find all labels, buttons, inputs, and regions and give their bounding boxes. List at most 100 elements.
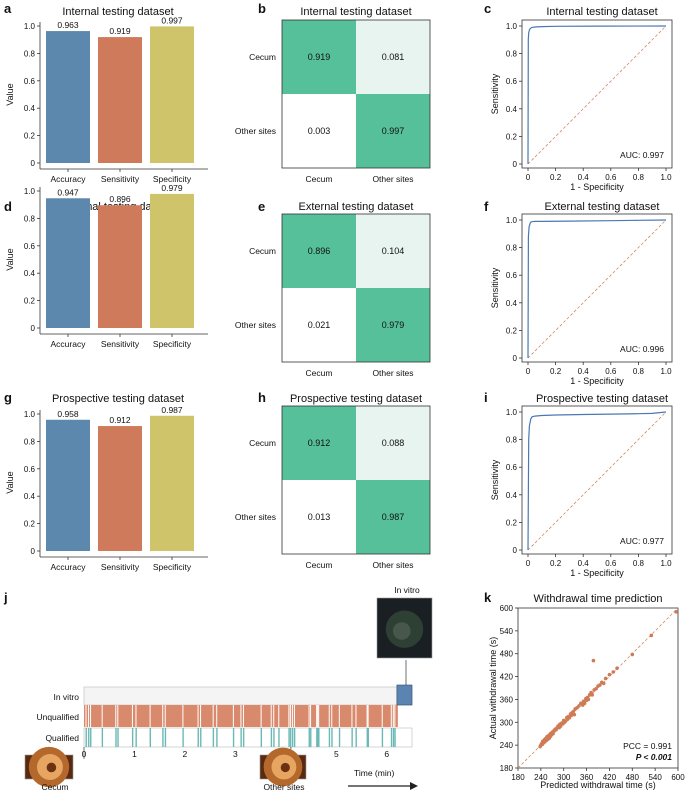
panel-label-b: b bbox=[258, 1, 266, 16]
x-tick-label: 0.8 bbox=[633, 367, 645, 376]
gap-mark bbox=[182, 705, 184, 727]
y-tick-label: 1.0 bbox=[506, 408, 518, 417]
matrix-cell bbox=[356, 214, 430, 288]
matrix-value: 0.013 bbox=[308, 512, 331, 522]
panel-label-k: k bbox=[484, 590, 492, 605]
matrix-cell bbox=[282, 406, 356, 480]
x-tick-label: 0.2 bbox=[550, 367, 562, 376]
x-tick-label: 480 bbox=[626, 773, 640, 782]
panel-label-g: g bbox=[4, 390, 12, 405]
thumbnail-label: Cecum bbox=[42, 782, 69, 792]
qualified-mark bbox=[260, 728, 263, 747]
cecum-image bbox=[24, 746, 74, 788]
gap-mark bbox=[240, 705, 242, 727]
x-tick-label: 0.6 bbox=[605, 559, 617, 568]
qualified-mark bbox=[394, 728, 396, 747]
qualified-mark bbox=[338, 728, 341, 747]
y-tick-label: 0.8 bbox=[506, 244, 518, 253]
gap-mark bbox=[117, 705, 119, 727]
y-axis-label: Value bbox=[5, 248, 15, 270]
qualified-mark bbox=[85, 728, 87, 747]
x-axis-label: Time (min) bbox=[354, 768, 394, 778]
scatter-point bbox=[582, 701, 587, 706]
gap-mark bbox=[355, 705, 357, 727]
y-tick-label: 0.8 bbox=[506, 50, 518, 59]
scatter-point bbox=[577, 704, 581, 708]
gap-mark bbox=[308, 705, 310, 727]
y-tick-label: 0.2 bbox=[24, 520, 36, 529]
col-label: Cecum bbox=[306, 174, 333, 184]
gap-mark bbox=[331, 705, 333, 727]
y-axis-label: Value bbox=[5, 83, 15, 105]
gap-mark bbox=[273, 705, 275, 727]
bar-value-label: 0.896 bbox=[109, 194, 131, 204]
y-axis-label: Sensitivity bbox=[490, 73, 500, 114]
matrix-value: 0.104 bbox=[382, 246, 405, 256]
x-tick-label: 6 bbox=[384, 749, 389, 759]
matrix-cell bbox=[282, 214, 356, 288]
row-label: In vitro bbox=[53, 692, 79, 702]
matrix-frame bbox=[281, 19, 431, 169]
y-tick-label: 1.0 bbox=[24, 22, 36, 31]
y-tick-label: 0 bbox=[31, 159, 36, 168]
matrix-value: 0.088 bbox=[382, 438, 405, 448]
x-axis-label: 1 - Specificity bbox=[570, 568, 624, 578]
x-tick-label: 540 bbox=[648, 773, 662, 782]
qualified-mark bbox=[355, 728, 357, 747]
gap-mark bbox=[85, 705, 87, 727]
x-tick-label: Sensitivity bbox=[101, 174, 140, 184]
scatter-point bbox=[611, 670, 616, 674]
gap-mark bbox=[381, 705, 383, 727]
x-tick-label: 0 bbox=[526, 173, 531, 182]
thumbnail-detail bbox=[280, 762, 290, 773]
y-tick-label: 0.8 bbox=[506, 436, 518, 445]
x-tick-label: 5 bbox=[334, 749, 339, 759]
x-axis-label: 1 - Specificity bbox=[570, 376, 624, 386]
scatter-point bbox=[601, 681, 606, 686]
thumbnail-label: Other sites bbox=[263, 782, 304, 792]
x-tick-label: 600 bbox=[671, 773, 685, 782]
matrix-cell bbox=[282, 480, 356, 554]
chart-title: Internal testing dataset bbox=[546, 6, 657, 18]
y-tick-label: 0.6 bbox=[506, 271, 518, 280]
qualified-mark bbox=[216, 728, 218, 747]
col-label: Other sites bbox=[372, 174, 413, 184]
qualified-mark bbox=[149, 728, 151, 747]
qualified-mark bbox=[88, 728, 90, 747]
qualified-mark bbox=[392, 728, 395, 747]
chart-title: Prospective testing dataset bbox=[52, 393, 184, 405]
gap-mark bbox=[232, 705, 234, 727]
invitro-image bbox=[376, 597, 433, 659]
chart-title: External testing dataset bbox=[299, 201, 414, 213]
y-tick-label: 240 bbox=[500, 741, 514, 750]
x-tick-label: 240 bbox=[534, 773, 548, 782]
qualified-mark bbox=[240, 728, 242, 747]
plot-frame bbox=[521, 19, 673, 169]
gap-mark bbox=[90, 705, 92, 727]
matrix-value: 0.979 bbox=[382, 320, 405, 330]
y-axis-label: Value bbox=[5, 471, 15, 493]
qualified-mark bbox=[367, 728, 369, 747]
y-tick-label: 1.0 bbox=[24, 187, 36, 196]
matrix-frame bbox=[281, 213, 431, 363]
y-tick-label: 0.2 bbox=[506, 326, 518, 335]
panel-label-i: i bbox=[484, 390, 488, 405]
x-tick-label: Sensitivity bbox=[101, 562, 140, 572]
scatter-point bbox=[558, 724, 563, 728]
x-tick-label: 300 bbox=[557, 773, 571, 782]
bar-value-label: 0.958 bbox=[57, 409, 79, 419]
x-tick-label: 0.4 bbox=[578, 173, 590, 182]
chance-line bbox=[527, 219, 667, 359]
x-tick-label: 0 bbox=[526, 559, 531, 568]
qualified-mark bbox=[390, 728, 393, 747]
y-tick-label: 0.4 bbox=[24, 492, 36, 501]
scatter-point bbox=[598, 683, 602, 687]
y-tick-label: 0.8 bbox=[24, 49, 36, 58]
x-tick-label: 1.0 bbox=[660, 367, 672, 376]
row-label: Other sites bbox=[235, 320, 276, 330]
y-tick-label: 600 bbox=[500, 604, 514, 613]
y-tick-label: 0 bbox=[31, 547, 36, 556]
scatter-point bbox=[630, 652, 635, 657]
y-axis-label: Actual withdrawal time (s) bbox=[488, 637, 498, 740]
matrix-value: 0.987 bbox=[382, 512, 405, 522]
